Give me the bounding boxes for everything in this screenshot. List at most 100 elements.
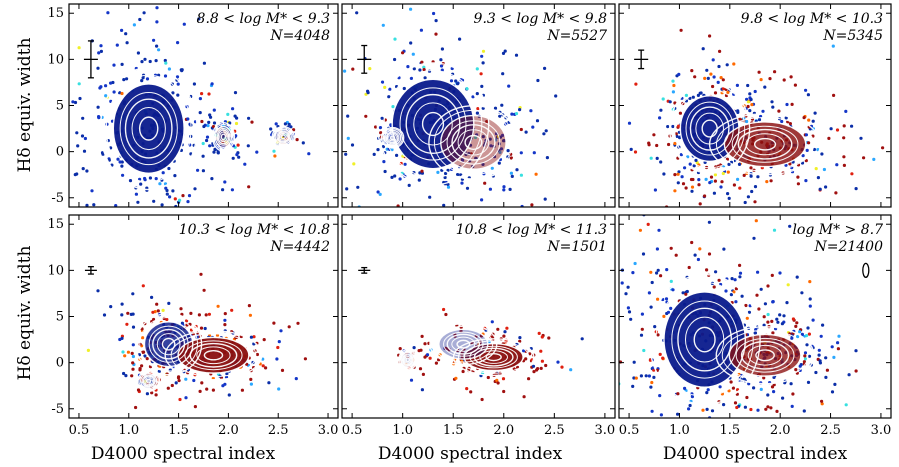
data-point [684, 292, 688, 296]
data-point [842, 136, 846, 140]
data-point [738, 186, 742, 190]
data-point [199, 326, 204, 330]
data-point [824, 185, 828, 189]
data-point [216, 304, 220, 308]
data-point [758, 429, 761, 432]
data-point [428, 356, 432, 360]
data-point [762, 315, 766, 319]
data-point [132, 23, 136, 27]
contour-line [689, 106, 730, 151]
data-point [502, 139, 506, 143]
data-point [807, 332, 812, 336]
data-point [762, 376, 766, 380]
data-point [92, 203, 96, 207]
data-point [150, 391, 154, 395]
data-point [161, 171, 165, 175]
contour-line [463, 342, 524, 372]
data-point [712, 75, 716, 79]
data-point [73, 100, 78, 105]
data-point [693, 75, 697, 79]
contour-line [400, 351, 415, 369]
data-point [156, 309, 160, 313]
data-point [187, 194, 192, 198]
data-point [830, 345, 834, 349]
data-point [627, 121, 632, 125]
data-point [842, 155, 846, 159]
data-point [212, 108, 216, 112]
panel-bottom-middle: 0.5 1.0 1.5 2.0 2.5 3.0 10.8 < log M* < 11.3N=… [341, 214, 616, 438]
data-point [669, 306, 673, 310]
data-point [452, 210, 455, 213]
data-point [649, 305, 653, 309]
data-point [746, 83, 750, 88]
data-point [647, 143, 651, 147]
data-point [678, 111, 683, 115]
data-point [719, 76, 723, 80]
data-point [356, 185, 360, 189]
data-point [90, 189, 94, 193]
data-point [294, 377, 298, 381]
data-point [223, 382, 227, 386]
data-point [677, 72, 681, 76]
data-point [825, 368, 830, 372]
data-point [847, 373, 851, 377]
data-point [231, 107, 235, 111]
data-point [449, 79, 454, 83]
data-point [488, 137, 492, 141]
contour-line [443, 331, 484, 357]
data-point [738, 263, 742, 267]
data-point [644, 374, 648, 378]
data-point [420, 334, 424, 338]
data-point [454, 376, 458, 380]
contour-line [404, 355, 412, 364]
data-point [434, 19, 438, 23]
contour-line [385, 131, 400, 145]
contour-line [753, 137, 777, 151]
contour-line [399, 350, 417, 370]
data-point [807, 118, 811, 122]
data-point [112, 63, 116, 67]
data-point [703, 76, 707, 80]
data-point [179, 307, 183, 311]
data-point [96, 105, 100, 109]
data-point [412, 67, 416, 71]
data-point [763, 85, 767, 89]
contours [669, 83, 822, 176]
data-point [505, 326, 509, 330]
x-tick-label: 0.5 [342, 423, 363, 438]
data-point [835, 128, 840, 132]
data-point [189, 311, 193, 315]
data-point [772, 228, 777, 232]
data-point [51, 323, 54, 326]
contour-line [464, 134, 483, 150]
data-point [653, 188, 658, 192]
data-point [769, 406, 773, 410]
data-point [547, 336, 551, 340]
data-point [666, 310, 671, 314]
data-point [223, 312, 227, 316]
data-point [718, 49, 722, 54]
data-point [524, 130, 528, 134]
data-point [814, 370, 818, 375]
data-point [518, 339, 522, 343]
data-point [136, 200, 140, 204]
data-point [109, 305, 113, 309]
data-point [143, 57, 147, 61]
contour-line [278, 132, 288, 141]
data-point [854, 369, 858, 373]
data-point [789, 75, 793, 79]
contour-line [715, 326, 815, 385]
data-point [633, 261, 637, 266]
data-point [488, 187, 492, 191]
data-point [733, 278, 737, 282]
data-point [128, 179, 133, 183]
data-point [705, 268, 709, 272]
data-point [725, 157, 730, 161]
data-point [469, 390, 473, 394]
contour-line [721, 329, 809, 381]
data-point [831, 44, 835, 48]
data-point [231, 156, 235, 160]
data-point [350, 143, 355, 147]
data-point [420, 169, 424, 173]
data-point [752, 386, 756, 390]
